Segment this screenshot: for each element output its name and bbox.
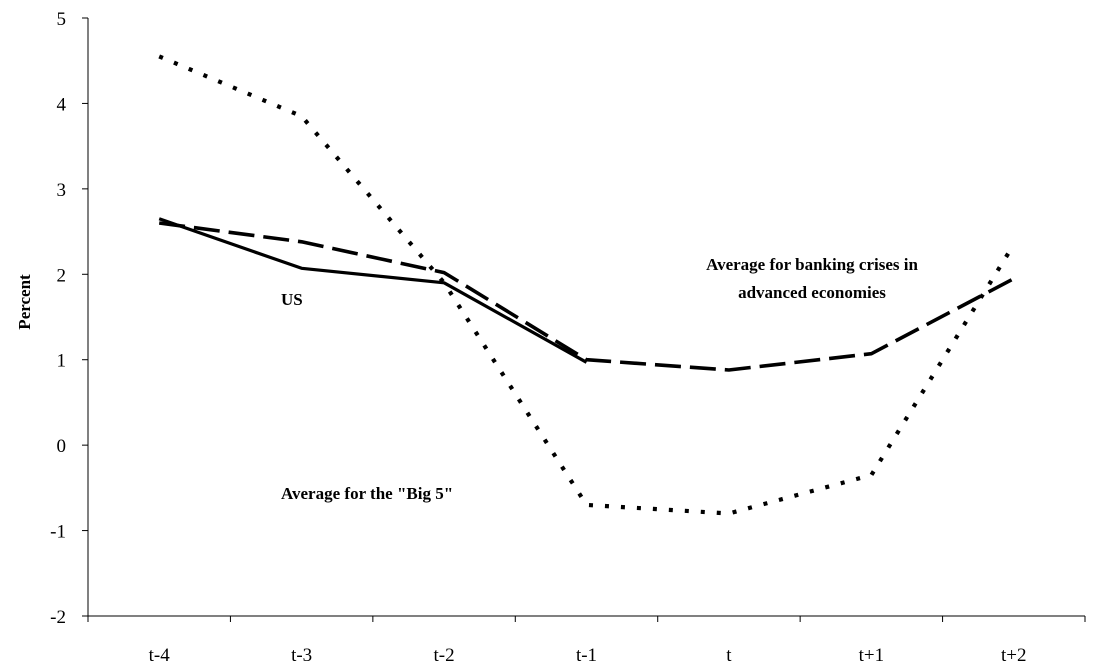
y-tick-label: 4 (57, 94, 67, 115)
annotation-us: US (281, 290, 303, 309)
y-tick-label: 2 (57, 265, 67, 286)
axes (87, 18, 1085, 617)
x-tick-label: t+2 (1001, 645, 1027, 666)
x-ticks: t-4 t-3 t-2 t-1 t t+1 t+2 (87, 616, 1086, 666)
y-tick-label: -2 (50, 607, 66, 628)
x-tick-label: t-1 (576, 645, 597, 666)
y-tick-label: -1 (50, 522, 66, 543)
y-axis-title: Percent (15, 274, 34, 330)
x-tick-label: t-2 (434, 645, 455, 666)
y-tick-label: 1 (57, 351, 67, 372)
x-tick-label: t-3 (291, 645, 312, 666)
x-tick-label: t+1 (859, 645, 885, 666)
annotation-advanced-line1: Average for banking crises in (706, 255, 918, 274)
series-line-dashed (158, 221, 1015, 372)
y-tick-label: 0 (57, 436, 67, 457)
annotation-big5: Average for the "Big 5" (281, 484, 453, 503)
x-tick-label: t (726, 645, 732, 666)
y-tick-label: 5 (57, 9, 67, 30)
y-ticks: -2 -1 0 1 2 3 4 5 (50, 9, 88, 628)
series-line-solid (158, 217, 588, 364)
series-layer (158, 54, 1016, 516)
y-tick-label: 3 (57, 180, 67, 201)
annotation-advanced-line2: advanced economies (738, 283, 886, 302)
x-tick-label: t-4 (149, 645, 171, 666)
